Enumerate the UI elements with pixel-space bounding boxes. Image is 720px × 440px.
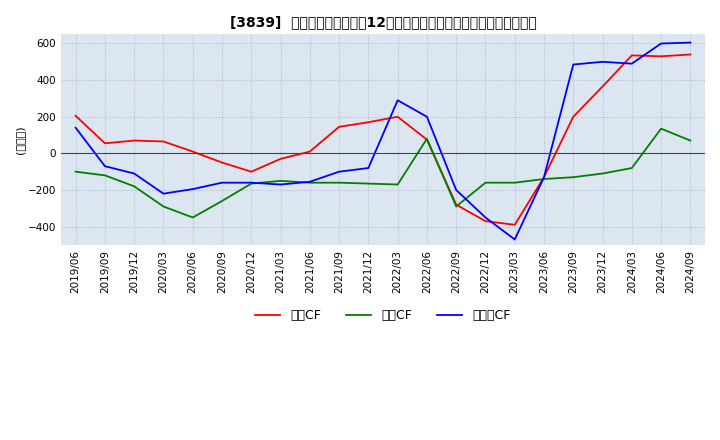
営業CF: [452, 202, 461, 207]
投資CF: [364, 181, 373, 186]
営業CF: [217, 160, 226, 165]
投資CF: [481, 180, 490, 185]
フリーCF: [305, 179, 314, 184]
フリーCF: [335, 169, 343, 174]
Title: [3839]  キャッシュフローの12か月移動合計の対前年同期増減額の推移: [3839] キャッシュフローの12か月移動合計の対前年同期増減額の推移: [230, 15, 536, 29]
フリーCF: [101, 164, 109, 169]
営業CF: [481, 219, 490, 224]
営業CF: [335, 124, 343, 129]
投資CF: [189, 215, 197, 220]
投資CF: [159, 204, 168, 209]
営業CF: [628, 53, 636, 58]
営業CF: [569, 114, 577, 119]
フリーCF: [217, 180, 226, 185]
営業CF: [159, 139, 168, 144]
フリーCF: [598, 59, 607, 64]
営業CF: [247, 169, 256, 174]
営業CF: [393, 114, 402, 119]
投資CF: [130, 184, 138, 189]
フリーCF: [71, 125, 80, 130]
営業CF: [101, 141, 109, 146]
投資CF: [452, 204, 461, 209]
Line: フリーCF: フリーCF: [76, 43, 690, 239]
フリーCF: [364, 165, 373, 171]
投資CF: [305, 180, 314, 185]
投資CF: [540, 176, 549, 182]
営業CF: [686, 52, 695, 57]
フリーCF: [423, 114, 431, 119]
営業CF: [189, 149, 197, 154]
投資CF: [686, 138, 695, 143]
投資CF: [217, 198, 226, 204]
Legend: 営業CF, 投資CF, フリーCF: 営業CF, 投資CF, フリーCF: [251, 304, 516, 327]
フリーCF: [189, 187, 197, 192]
営業CF: [276, 156, 285, 161]
営業CF: [130, 138, 138, 143]
営業CF: [598, 84, 607, 89]
投資CF: [247, 181, 256, 186]
フリーCF: [628, 61, 636, 66]
営業CF: [510, 222, 519, 227]
Line: 営業CF: 営業CF: [76, 55, 690, 225]
投資CF: [393, 182, 402, 187]
フリーCF: [569, 62, 577, 67]
フリーCF: [540, 175, 549, 180]
フリーCF: [510, 237, 519, 242]
Y-axis label: (百万円): (百万円): [15, 125, 25, 154]
営業CF: [305, 149, 314, 154]
営業CF: [71, 113, 80, 118]
投資CF: [101, 173, 109, 178]
投資CF: [423, 136, 431, 141]
フリーCF: [452, 187, 461, 193]
フリーCF: [686, 40, 695, 45]
フリーCF: [393, 98, 402, 103]
フリーCF: [159, 191, 168, 196]
投資CF: [335, 180, 343, 185]
投資CF: [657, 126, 665, 131]
フリーCF: [657, 41, 665, 46]
フリーCF: [247, 180, 256, 185]
投資CF: [276, 178, 285, 183]
営業CF: [364, 120, 373, 125]
Line: 投資CF: 投資CF: [76, 128, 690, 217]
投資CF: [510, 180, 519, 185]
フリーCF: [481, 215, 490, 220]
投資CF: [628, 165, 636, 171]
投資CF: [71, 169, 80, 174]
営業CF: [423, 137, 431, 142]
営業CF: [540, 175, 549, 180]
投資CF: [569, 175, 577, 180]
営業CF: [657, 54, 665, 59]
フリーCF: [276, 182, 285, 187]
投資CF: [598, 171, 607, 176]
フリーCF: [130, 171, 138, 176]
